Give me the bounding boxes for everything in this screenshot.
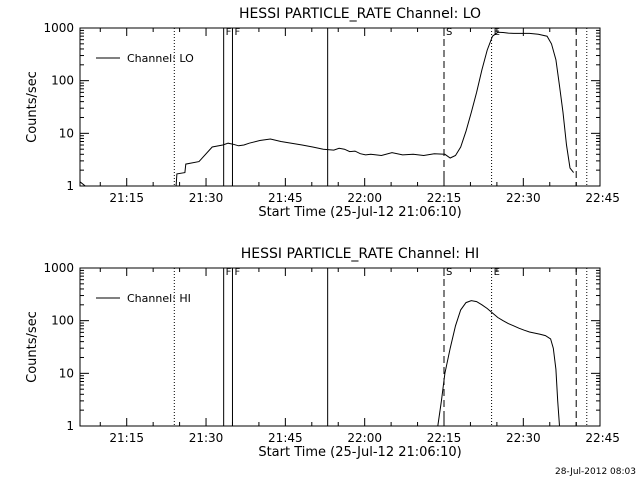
legend-label: Channel: HI bbox=[127, 292, 191, 305]
footer-timestamp: 28-Jul-2012 08:03 bbox=[555, 467, 636, 477]
x-tick-label: 22:45 bbox=[585, 191, 620, 205]
vertical-marker-label: S bbox=[446, 27, 452, 38]
vertical-marker-label: F bbox=[226, 267, 232, 278]
plot-frame bbox=[79, 27, 601, 187]
x-tick-label: 22:15 bbox=[427, 191, 462, 205]
y-tick-label: 10 bbox=[59, 366, 74, 380]
vertical-marker-label: F bbox=[226, 27, 232, 38]
y-tick-label: 1 bbox=[66, 419, 74, 433]
x-tick-label: 22:45 bbox=[585, 431, 620, 445]
vertical-marker-label: F bbox=[234, 27, 240, 38]
x-tick-label: 21:30 bbox=[189, 431, 224, 445]
x-tick-label: 21:45 bbox=[268, 431, 303, 445]
vertical-marker-label: E bbox=[494, 267, 500, 278]
x-tick-label: 22:00 bbox=[347, 431, 382, 445]
x-tick-label: 22:15 bbox=[427, 431, 462, 445]
y-tick-label: 10 bbox=[59, 126, 74, 140]
vertical-marker-label: S bbox=[446, 267, 452, 278]
y-tick-label: 100 bbox=[51, 314, 74, 328]
plot-frame bbox=[79, 267, 601, 427]
x-axis-label: Start Time (25-Jul-12 21:06:10) bbox=[258, 205, 461, 220]
x-tick-label: 21:15 bbox=[109, 191, 144, 205]
x-axis-label: Start Time (25-Jul-12 21:06:10) bbox=[258, 445, 461, 460]
y-tick-label: 1 bbox=[66, 179, 74, 193]
legend-label: Channel: LO bbox=[127, 52, 194, 65]
x-tick-label: 22:30 bbox=[506, 191, 541, 205]
x-tick-label: 21:45 bbox=[268, 191, 303, 205]
x-tick-label: 22:00 bbox=[347, 191, 382, 205]
x-tick-label: 22:30 bbox=[506, 431, 541, 445]
series-line bbox=[79, 31, 574, 187]
chart-title: HESSI PARTICLE_RATE Channel: HI bbox=[241, 246, 479, 262]
x-tick-label: 21:15 bbox=[109, 431, 144, 445]
panel-hi-channel: HESSI PARTICLE_RATE Channel: HI 21:15 21:3… bbox=[25, 246, 620, 460]
chart-title: HESSI PARTICLE_RATE Channel: LO bbox=[239, 6, 481, 22]
series-line bbox=[437, 300, 560, 427]
y-axis-label: Counts/sec bbox=[25, 311, 40, 383]
panel-lo-channel: HESSI PARTICLE_RATE Channel: LO 21:15 21:3… bbox=[25, 6, 620, 220]
x-tick-label: 21:30 bbox=[189, 191, 224, 205]
y-tick-label: 1000 bbox=[43, 261, 74, 275]
vertical-marker-label: F bbox=[234, 267, 240, 278]
y-axis-label: Counts/sec bbox=[25, 71, 40, 143]
y-tick-label: 100 bbox=[51, 74, 74, 88]
y-tick-label: 1000 bbox=[43, 21, 74, 35]
